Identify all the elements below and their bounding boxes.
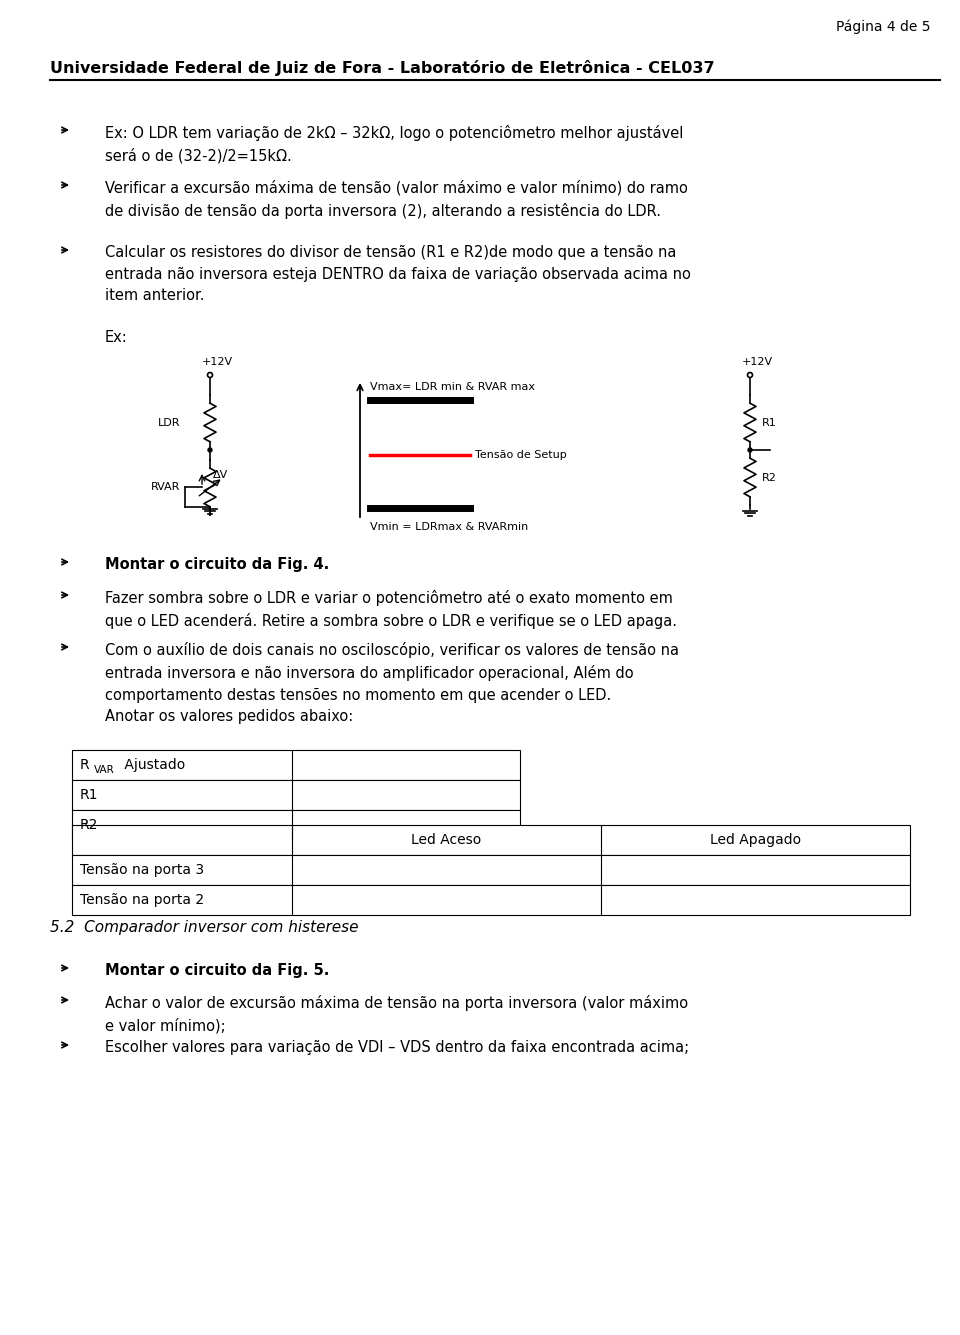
Text: Calcular os resistores do divisor de tensão (R1 e R2)de modo que a tensão na
ent: Calcular os resistores do divisor de ten… bbox=[105, 246, 691, 303]
FancyBboxPatch shape bbox=[72, 825, 910, 854]
Text: R2: R2 bbox=[80, 818, 98, 832]
Text: +12V: +12V bbox=[202, 356, 233, 367]
Text: Achar o valor de excursão máxima de tensão na porta inversora (valor máximo
e va: Achar o valor de excursão máxima de tens… bbox=[105, 995, 688, 1033]
Circle shape bbox=[208, 449, 212, 453]
Text: Led Aceso: Led Aceso bbox=[412, 833, 482, 846]
Text: Ajustado: Ajustado bbox=[120, 758, 185, 772]
Circle shape bbox=[748, 449, 752, 453]
FancyBboxPatch shape bbox=[72, 750, 520, 780]
FancyBboxPatch shape bbox=[72, 854, 910, 885]
Text: Tensão na porta 3: Tensão na porta 3 bbox=[80, 862, 204, 877]
Text: 5.2  Comparador inversor com histerese: 5.2 Comparador inversor com histerese bbox=[50, 920, 358, 934]
Text: Led Apagado: Led Apagado bbox=[710, 833, 801, 846]
Text: Montar o circuito da Fig. 5.: Montar o circuito da Fig. 5. bbox=[105, 963, 329, 979]
Text: Página 4 de 5: Página 4 de 5 bbox=[835, 20, 930, 35]
Text: Tensão de Setup: Tensão de Setup bbox=[475, 450, 566, 461]
Text: +12V: +12V bbox=[742, 356, 773, 367]
Text: R1: R1 bbox=[80, 788, 99, 802]
Text: LDR: LDR bbox=[157, 418, 180, 427]
Text: RVAR: RVAR bbox=[151, 482, 180, 493]
Text: Escolher valores para variação de VDI – VDS dentro da faixa encontrada acima;: Escolher valores para variação de VDI – … bbox=[105, 1040, 689, 1055]
Text: Tensão na porta 2: Tensão na porta 2 bbox=[80, 893, 204, 906]
FancyBboxPatch shape bbox=[72, 780, 520, 810]
Text: R1: R1 bbox=[762, 418, 777, 427]
Text: Montar o circuito da Fig. 4.: Montar o circuito da Fig. 4. bbox=[105, 557, 329, 571]
FancyBboxPatch shape bbox=[72, 885, 910, 914]
Text: Com o auxílio de dois canais no osciloscópio, verificar os valores de tensão na
: Com o auxílio de dois canais no oscilosc… bbox=[105, 642, 679, 725]
Text: R2: R2 bbox=[762, 473, 777, 482]
Text: Ex: O LDR tem variação de 2kΩ – 32kΩ, logo o potenciômetro melhor ajustável
será: Ex: O LDR tem variação de 2kΩ – 32kΩ, lo… bbox=[105, 125, 684, 163]
Text: Verificar a excursão máxima de tensão (valor máximo e valor mínimo) do ramo
de d: Verificar a excursão máxima de tensão (v… bbox=[105, 180, 688, 219]
Text: Universidade Federal de Juiz de Fora - Laboratório de Eletrônica - CEL037: Universidade Federal de Juiz de Fora - L… bbox=[50, 60, 714, 76]
Text: ΔV: ΔV bbox=[213, 470, 228, 481]
Text: Ex:: Ex: bbox=[105, 330, 128, 344]
FancyBboxPatch shape bbox=[72, 810, 520, 840]
Text: Fazer sombra sobre o LDR e variar o potenciômetro até o exato momento em
que o L: Fazer sombra sobre o LDR e variar o pote… bbox=[105, 590, 677, 629]
Text: Vmin = LDRmax & RVARmin: Vmin = LDRmax & RVARmin bbox=[370, 522, 528, 533]
Text: VAR: VAR bbox=[93, 765, 114, 774]
Text: R: R bbox=[80, 758, 89, 772]
Text: Vmax= LDR min & RVAR max: Vmax= LDR min & RVAR max bbox=[370, 382, 535, 392]
